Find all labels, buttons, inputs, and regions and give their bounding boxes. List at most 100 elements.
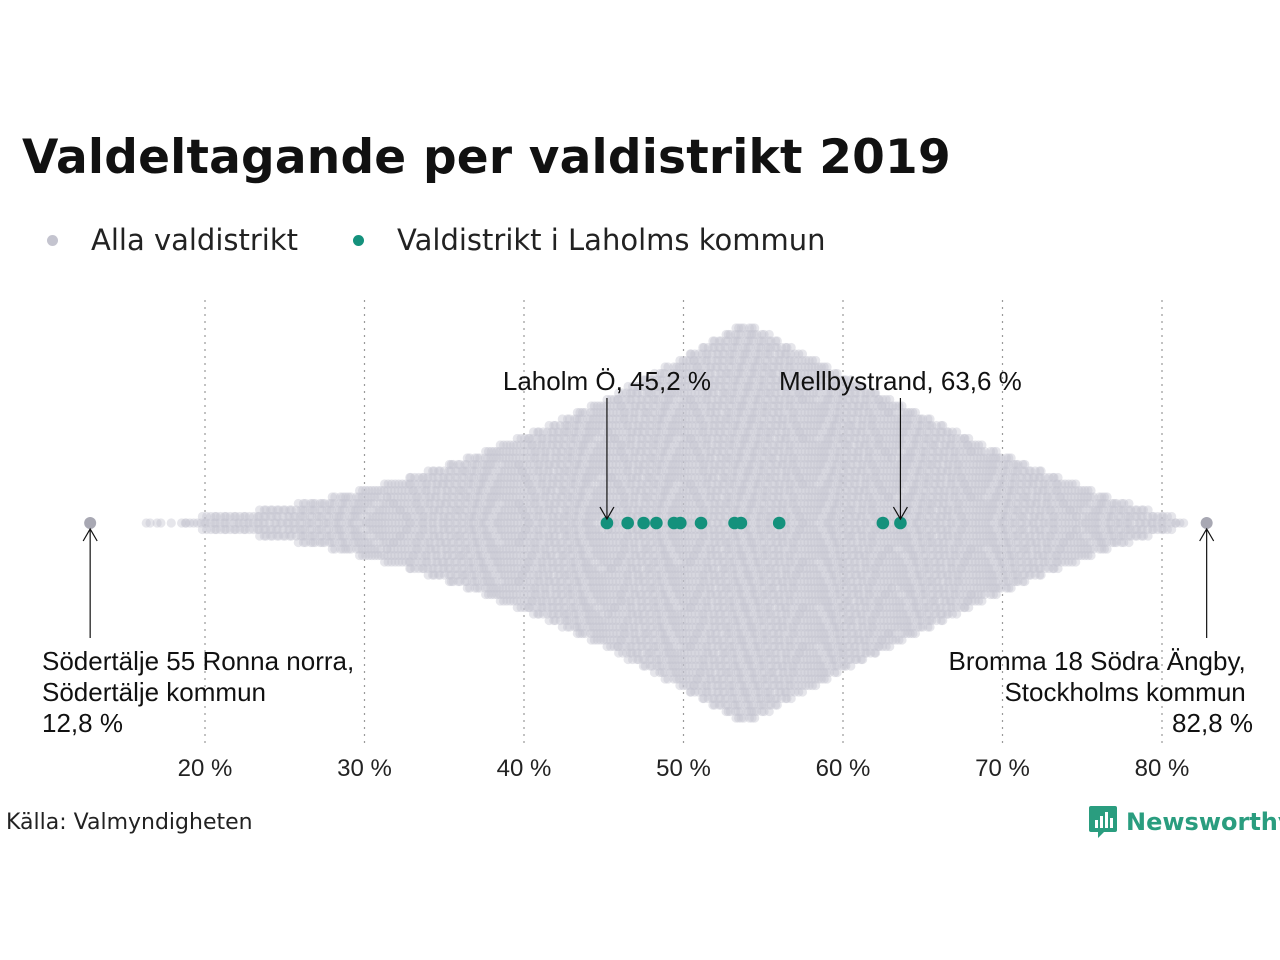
swarm-point bbox=[312, 524, 322, 535]
swarm-point bbox=[388, 498, 398, 509]
swarm-point bbox=[285, 505, 295, 515]
swarm-point bbox=[298, 498, 309, 509]
swarm-point bbox=[211, 524, 221, 535]
swarm-point bbox=[394, 557, 404, 567]
swarm-point bbox=[387, 511, 397, 522]
swarm-point bbox=[410, 531, 421, 541]
swarm-point bbox=[397, 557, 407, 567]
swarm-point bbox=[253, 511, 263, 522]
swarm-point bbox=[391, 511, 401, 522]
swarm-point bbox=[259, 505, 269, 515]
swarm-point bbox=[346, 492, 356, 502]
swarm-point bbox=[358, 550, 368, 561]
swarm-point bbox=[180, 518, 190, 528]
swarm-point bbox=[267, 505, 277, 515]
swarm-point bbox=[297, 524, 308, 535]
swarm-point bbox=[403, 544, 413, 554]
swarm-point bbox=[197, 524, 207, 535]
swarm-point bbox=[376, 544, 386, 554]
swarm-point bbox=[420, 492, 430, 502]
swarm-point bbox=[317, 498, 327, 509]
swarm-point bbox=[271, 518, 281, 528]
swarm-point bbox=[315, 498, 325, 509]
swarm-point bbox=[293, 537, 303, 548]
swarm-point bbox=[334, 524, 344, 535]
swarm-point bbox=[260, 511, 271, 522]
swarm-point bbox=[346, 544, 356, 554]
swarm-point bbox=[277, 518, 288, 528]
swarm-point bbox=[324, 505, 334, 515]
swarm-point bbox=[412, 537, 422, 548]
swarm-point bbox=[267, 524, 277, 535]
swarm-point bbox=[402, 511, 412, 522]
swarm-point bbox=[387, 557, 397, 567]
swarm-point bbox=[375, 537, 385, 548]
swarm-point bbox=[317, 531, 327, 541]
swarm-point bbox=[260, 524, 271, 535]
swarm-point bbox=[310, 505, 320, 515]
swarm-point bbox=[325, 537, 335, 548]
legend-item-laholm: Valdistrikt i Laholms kommun bbox=[346, 223, 825, 257]
swarm-point bbox=[156, 518, 166, 528]
swarm-point bbox=[395, 531, 405, 541]
swarm-point bbox=[423, 563, 433, 574]
swarm-point bbox=[360, 492, 370, 502]
swarm-point bbox=[414, 563, 424, 574]
swarm-point bbox=[225, 524, 235, 535]
swarm-point bbox=[422, 557, 432, 567]
swarm-point bbox=[386, 544, 396, 554]
swarm-point bbox=[221, 511, 231, 522]
swarm-point bbox=[378, 537, 388, 548]
swarm-point bbox=[384, 511, 394, 522]
swarm-point bbox=[211, 518, 221, 528]
swarm-point bbox=[314, 518, 324, 528]
swarm-point bbox=[335, 498, 345, 509]
swarm-point bbox=[423, 511, 433, 522]
swarm-point bbox=[382, 492, 392, 502]
swarm-point bbox=[255, 505, 265, 515]
swarm-point bbox=[219, 518, 229, 528]
swarm-point bbox=[177, 518, 187, 528]
swarm-point bbox=[300, 505, 310, 515]
swarm-point bbox=[273, 524, 283, 535]
swarm-point bbox=[381, 498, 391, 509]
swarm-point bbox=[335, 492, 346, 502]
swarm-point bbox=[357, 498, 367, 509]
swarm-point bbox=[244, 524, 255, 535]
swarm-point bbox=[233, 518, 243, 528]
swarm-point bbox=[329, 511, 339, 522]
swarm-point bbox=[390, 479, 400, 489]
swarm-point bbox=[317, 505, 327, 515]
swarm-point bbox=[390, 485, 400, 496]
swarm-point bbox=[319, 518, 329, 528]
swarm-point bbox=[181, 518, 191, 528]
swarm-point bbox=[307, 531, 318, 541]
swarm-point bbox=[406, 531, 417, 541]
swarm-point bbox=[380, 524, 390, 535]
swarm-point bbox=[367, 485, 377, 496]
swarm-point bbox=[288, 518, 299, 528]
swarm-point bbox=[348, 498, 359, 509]
swarm-point bbox=[407, 498, 417, 509]
swarm-point bbox=[405, 479, 415, 489]
swarm-point bbox=[362, 524, 372, 535]
swarm-point bbox=[414, 531, 425, 541]
swarm-point bbox=[343, 492, 353, 502]
swarm-point bbox=[375, 498, 385, 509]
swarm-point bbox=[296, 531, 306, 541]
swarm-point bbox=[330, 492, 340, 502]
swarm-point bbox=[259, 511, 269, 522]
swarm-point bbox=[291, 524, 301, 535]
swarm-point bbox=[396, 537, 406, 548]
swarm-point bbox=[401, 524, 412, 535]
swarm-point bbox=[210, 524, 220, 535]
swarm-point bbox=[397, 485, 407, 496]
swarm-point bbox=[239, 524, 249, 535]
swarm-point bbox=[371, 511, 381, 522]
swarm-point bbox=[259, 531, 269, 541]
swarm-point bbox=[272, 505, 282, 515]
swarm-point bbox=[316, 511, 327, 522]
swarm-point bbox=[379, 557, 390, 567]
swarm-point bbox=[220, 511, 230, 522]
swarm-point bbox=[339, 511, 349, 522]
